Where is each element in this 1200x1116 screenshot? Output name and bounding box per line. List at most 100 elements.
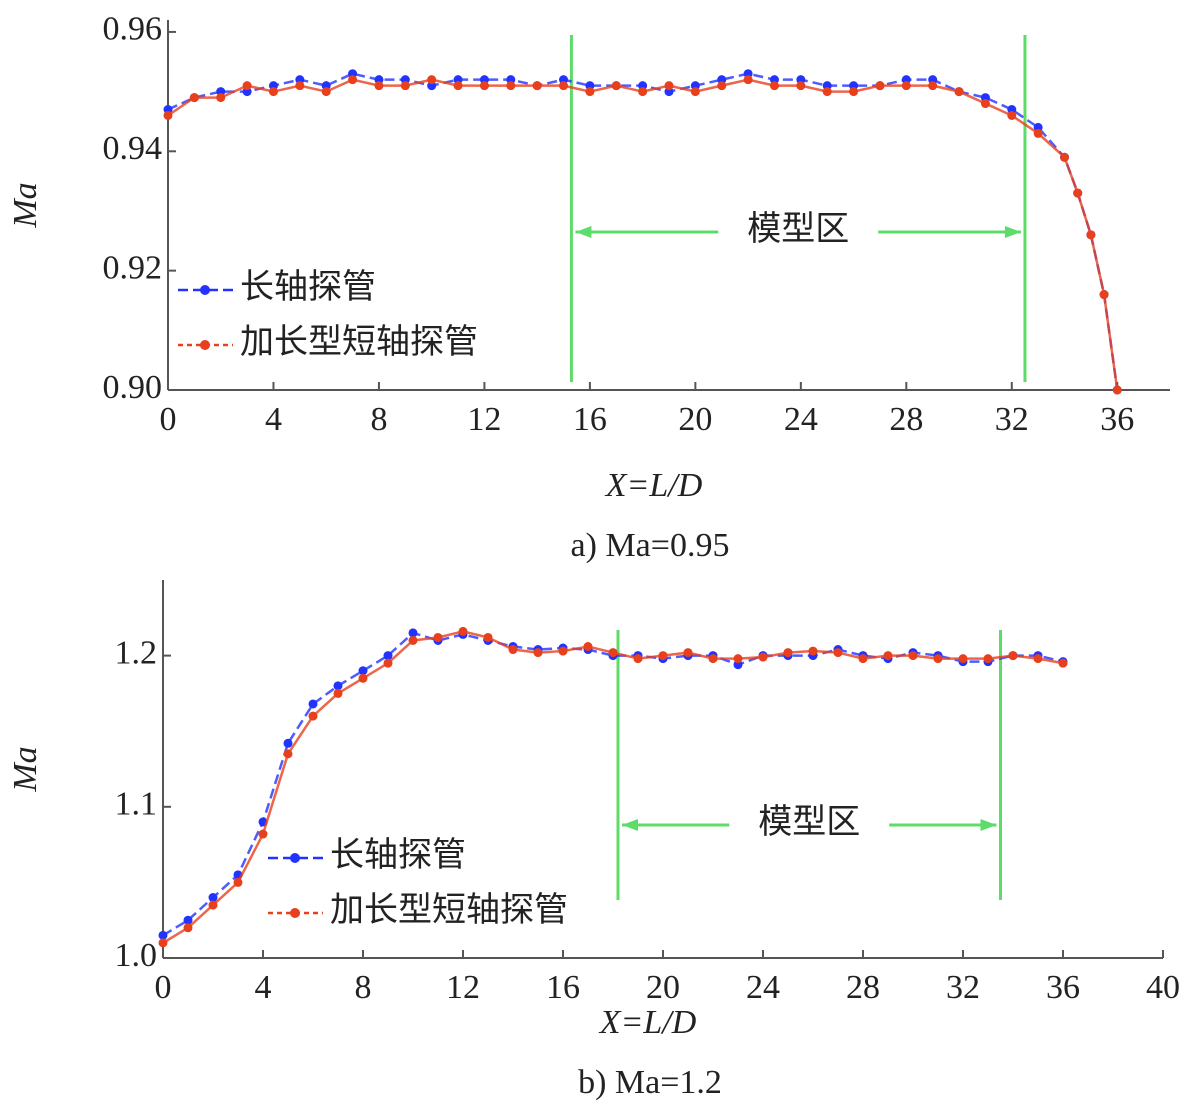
point <box>308 699 318 709</box>
point <box>233 877 243 887</box>
x-tick-label: 8 <box>355 969 372 1006</box>
point <box>980 99 990 109</box>
x-tick-label: 4 <box>265 401 282 438</box>
point <box>1112 385 1122 395</box>
point <box>717 81 727 91</box>
point <box>833 648 843 658</box>
point <box>358 666 368 676</box>
point <box>783 648 793 658</box>
point <box>928 81 938 91</box>
y-axis-label: Ma <box>7 182 44 228</box>
point <box>1099 290 1109 300</box>
point <box>638 87 648 97</box>
x-tick-label: 0 <box>155 969 172 1006</box>
point <box>158 930 168 940</box>
point <box>183 915 193 925</box>
point <box>690 87 700 97</box>
arrow-head <box>575 226 592 238</box>
x-tick-label: 24 <box>746 969 780 1006</box>
legend-label: 长轴探管 <box>240 268 376 306</box>
y-tick-label: 1.1 <box>115 786 158 823</box>
point <box>383 651 393 661</box>
point <box>163 110 173 120</box>
x-tick-label: 16 <box>546 969 580 1006</box>
point <box>321 87 331 97</box>
point <box>1073 188 1083 198</box>
point <box>1033 654 1043 664</box>
arrow-head <box>622 819 638 831</box>
point <box>1033 128 1043 138</box>
legend-marker <box>290 908 300 918</box>
point <box>508 645 518 655</box>
x-tick-label: 8 <box>370 401 387 438</box>
point <box>295 81 305 91</box>
point <box>1058 658 1068 668</box>
x-tick-label: 32 <box>995 401 1029 438</box>
point <box>954 87 964 97</box>
point <box>611 81 621 91</box>
point <box>822 87 832 97</box>
point <box>453 81 463 91</box>
point <box>1086 230 1096 240</box>
point <box>208 900 218 910</box>
x-tick-label: 20 <box>678 401 712 438</box>
point <box>532 81 542 91</box>
x-tick-label: 28 <box>846 969 880 1006</box>
x-axis-label: X=L/D <box>604 467 703 504</box>
point <box>333 688 343 698</box>
point <box>358 673 368 683</box>
caption: a) Ma=0.95 <box>571 527 730 564</box>
point <box>533 648 543 658</box>
point <box>958 654 968 664</box>
point <box>183 923 193 933</box>
point <box>283 738 293 748</box>
point <box>308 711 318 721</box>
y-tick-label: 1.0 <box>115 937 158 974</box>
point <box>189 93 199 103</box>
x-tick-label: 16 <box>573 401 607 438</box>
point <box>858 654 868 664</box>
region-label: 模型区 <box>747 210 849 248</box>
point <box>796 81 806 91</box>
point <box>268 87 278 97</box>
x-tick-label: 36 <box>1100 401 1134 438</box>
x-tick-label: 12 <box>467 401 501 438</box>
x-tick-label: 32 <box>946 969 980 1006</box>
point <box>583 642 593 652</box>
point <box>983 654 993 664</box>
x-tick-label: 28 <box>889 401 923 438</box>
point <box>743 75 753 85</box>
point <box>408 628 418 638</box>
point <box>400 81 410 91</box>
point <box>733 654 743 664</box>
arrow-head <box>1004 226 1021 238</box>
x-tick-label: 36 <box>1046 969 1080 1006</box>
point <box>408 635 418 645</box>
point <box>664 81 674 91</box>
point <box>908 651 918 661</box>
x-axis-label: X=L/D <box>598 1004 697 1041</box>
x-tick-label: 12 <box>446 969 480 1006</box>
y-tick-label: 0.96 <box>103 11 163 48</box>
point <box>633 654 643 664</box>
point <box>558 646 568 656</box>
point <box>283 749 293 759</box>
point <box>383 658 393 668</box>
point <box>1008 651 1018 661</box>
point <box>1060 152 1070 162</box>
point <box>506 81 516 91</box>
point <box>658 651 668 661</box>
x-tick-label: 0 <box>160 401 177 438</box>
point <box>683 648 693 658</box>
point <box>585 87 595 97</box>
y-tick-label: 0.94 <box>103 130 163 167</box>
point <box>559 81 569 91</box>
caption: b) Ma=1.2 <box>578 1064 722 1101</box>
point <box>849 87 859 97</box>
point <box>208 893 218 903</box>
point <box>1007 110 1017 120</box>
point <box>901 81 911 91</box>
series-line <box>162 630 1064 944</box>
point <box>433 632 443 642</box>
